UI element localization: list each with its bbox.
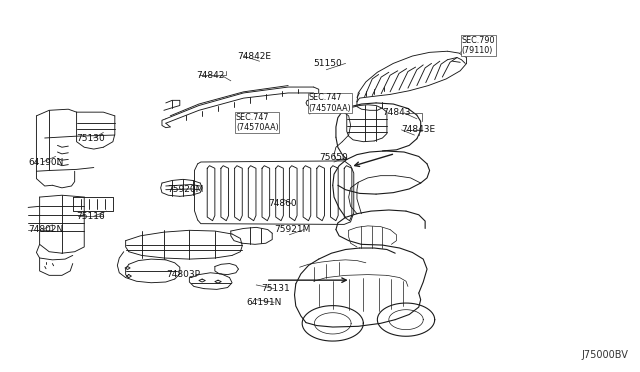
Text: 74842: 74842: [196, 71, 224, 80]
Text: 64190N: 64190N: [28, 157, 63, 167]
Text: J75000BV: J75000BV: [582, 350, 628, 360]
Text: 75116: 75116: [77, 212, 106, 221]
Text: 75130: 75130: [77, 134, 106, 142]
Text: SEC.790
(79110): SEC.790 (79110): [461, 36, 495, 55]
Text: 74860: 74860: [268, 199, 296, 208]
Text: 74842E: 74842E: [237, 52, 271, 61]
Text: 74803P: 74803P: [166, 270, 200, 279]
Text: 51150: 51150: [314, 59, 342, 68]
Text: 64191N: 64191N: [246, 298, 282, 307]
Text: 75921M: 75921M: [274, 225, 310, 234]
Text: 74843: 74843: [383, 108, 411, 118]
Text: 75131: 75131: [261, 284, 290, 293]
Text: 75650: 75650: [319, 153, 348, 162]
Text: SEC.747
(74570AA): SEC.747 (74570AA): [308, 93, 351, 113]
Text: SEC.747
(74570AA): SEC.747 (74570AA): [236, 113, 278, 132]
Text: 75920M: 75920M: [167, 185, 204, 194]
Text: 74802N: 74802N: [28, 225, 63, 234]
Text: 74843E: 74843E: [401, 125, 436, 134]
